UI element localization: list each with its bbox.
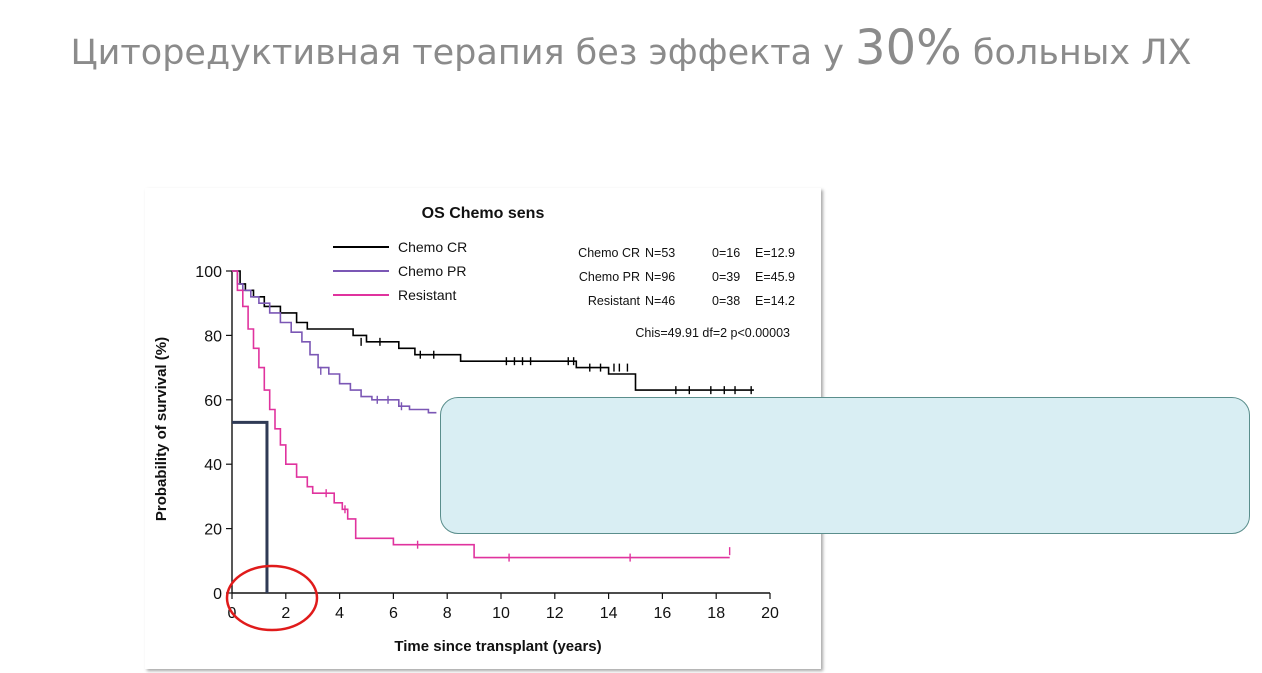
- highlight-circle: [225, 564, 319, 632]
- stats-n-0: N=53: [645, 246, 675, 260]
- stats-label-2: Resistant: [588, 294, 641, 308]
- stats-n-2: N=46: [645, 294, 675, 308]
- stats-label-1: Chemo PR: [579, 270, 640, 284]
- y-axis-label: Probability of survival (%): [153, 337, 170, 521]
- stats-e-2: E=14.2: [755, 294, 795, 308]
- series-line-1: [232, 270, 437, 414]
- legend-label-2: Resistant: [398, 287, 456, 303]
- x-tick-label: 6: [389, 605, 398, 622]
- stats-e-0: E=12.9: [755, 246, 795, 260]
- stats-n-1: N=96: [645, 270, 675, 284]
- slide-title-end: больных ЛХ: [961, 33, 1192, 73]
- stats-table: Chemo CR N=53 0=16 E=12.9 Chemo PR N=96 0=39 E=…: [578, 246, 795, 308]
- slide-title: Циторедуктивная терапия без эффекта у 30…: [0, 20, 1262, 76]
- x-tick-label: 20: [761, 605, 779, 622]
- legend-label-0: Chemo CR: [398, 239, 467, 255]
- x-tick-label: 10: [492, 605, 510, 622]
- stats-o-2: 0=38: [712, 294, 740, 308]
- y-tick-label: 0: [213, 586, 222, 603]
- stats-e-1: E=45.9: [755, 270, 795, 284]
- x-tick-label: 18: [707, 605, 725, 622]
- chart-legend: Chemo CR Chemo PR Resistant: [333, 239, 467, 303]
- y-tick-label: 20: [204, 522, 222, 539]
- annotations-layer: [225, 420, 319, 632]
- overlay-callout-box: [440, 397, 1250, 534]
- stats-o-1: 0=39: [712, 270, 740, 284]
- slide-title-highlight: 30%: [855, 20, 962, 76]
- series-line-2: [232, 270, 730, 559]
- stats-label-0: Chemo CR: [578, 246, 640, 260]
- x-tick-label: 4: [335, 605, 344, 622]
- slide-title-text: Циторедуктивная терапия без эффекта у: [70, 33, 856, 73]
- stats-o-0: 0=16: [712, 246, 740, 260]
- median-indicator-line: [232, 420, 269, 593]
- test-statistic: Chis=49.91 df=2 p<0.00003: [635, 326, 790, 340]
- x-tick-label: 14: [600, 605, 618, 622]
- series-layer: [232, 270, 754, 562]
- y-tick-label: 60: [204, 393, 222, 410]
- series-line-0: [232, 270, 754, 391]
- y-tick-label: 80: [204, 328, 222, 345]
- legend-label-1: Chemo PR: [398, 263, 466, 279]
- x-tick-label: 12: [546, 605, 564, 622]
- x-tick-label: 2: [281, 605, 290, 622]
- y-tick-label: 40: [204, 457, 222, 474]
- chart-title: OS Chemo sens: [422, 205, 545, 222]
- x-axis-label: Time since transplant (years): [394, 638, 601, 655]
- x-tick-label: 8: [443, 605, 452, 622]
- y-tick-label: 100: [195, 264, 222, 281]
- x-tick-label: 16: [654, 605, 672, 622]
